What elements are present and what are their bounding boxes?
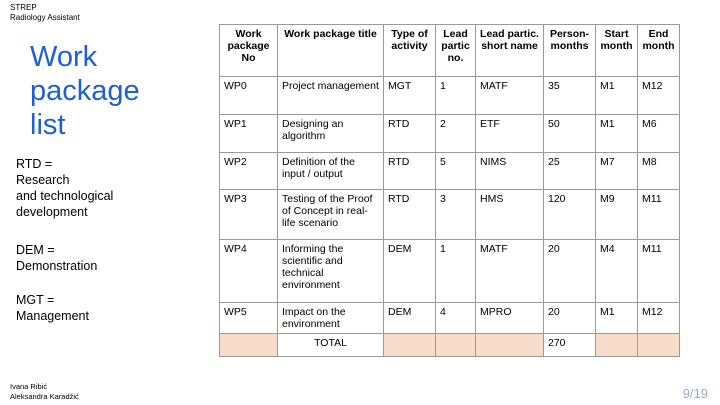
cell: M6	[637, 114, 680, 153]
cell: MGT	[383, 76, 436, 115]
table-row: WP3 Testing of the Proof of Concept in r…	[219, 189, 680, 240]
cell: DEM	[383, 239, 436, 303]
cell: ETF	[475, 114, 544, 153]
cell: M1	[595, 76, 638, 115]
table-row: WP4 Informing the scientific and technic…	[219, 239, 680, 303]
title-line-2: package	[30, 75, 140, 107]
note-line: Research	[16, 173, 70, 187]
total-empty-cell	[383, 333, 436, 357]
note-mgt: MGT = Management	[16, 292, 89, 324]
authors: Ivana Ribić Aleksandra Karadžić	[10, 382, 79, 402]
total-empty-cell	[475, 333, 544, 357]
table-row: WP1 Designing an algorithm RTD 2 ETF 50 …	[219, 114, 680, 153]
note-dem: DEM = Demonstration	[16, 242, 97, 274]
cell: Testing of the Proof of Concept in real-…	[277, 189, 384, 240]
cell: 3	[435, 189, 476, 240]
header-line-1: STREP	[10, 3, 37, 12]
cell: RTD	[383, 152, 436, 190]
cell: 1	[435, 76, 476, 115]
cell: 5	[435, 152, 476, 190]
cell: M7	[595, 152, 638, 190]
col-header-wp-no: Work package No	[219, 24, 278, 77]
cell: WP3	[219, 189, 278, 240]
cell: MPRO	[475, 302, 544, 334]
cell: M4	[595, 239, 638, 303]
author-2: Aleksandra Karadžić	[10, 392, 79, 401]
cell: Project management	[277, 76, 384, 115]
col-header-title: Work package title	[277, 24, 384, 77]
cell: Definition of the input / output	[277, 152, 384, 190]
note-rtd: RTD = Research and technological develop…	[16, 156, 113, 220]
note-line: MGT =	[16, 293, 55, 307]
cell: M11	[637, 189, 680, 240]
author-1: Ivana Ribić	[10, 382, 48, 391]
cell: WP2	[219, 152, 278, 190]
cell: 20	[543, 302, 596, 334]
cell: NIMS	[475, 152, 544, 190]
table-row: WP2 Definition of the input / output RTD…	[219, 152, 680, 190]
note-line: development	[16, 205, 88, 219]
cell: 50	[543, 114, 596, 153]
cell: RTD	[383, 189, 436, 240]
table-header-row: Work package No Work package title Type …	[219, 24, 680, 77]
cell: 120	[543, 189, 596, 240]
note-line: Management	[16, 309, 89, 323]
cell: 20	[543, 239, 596, 303]
cell: MATF	[475, 239, 544, 303]
cell: M8	[637, 152, 680, 190]
total-label: TOTAL	[277, 333, 384, 357]
total-value: 270	[543, 333, 596, 357]
total-empty-cell	[595, 333, 638, 357]
cell: MATF	[475, 76, 544, 115]
title-line-3: list	[30, 109, 66, 141]
cell: 1	[435, 239, 476, 303]
cell: M12	[637, 76, 680, 115]
page-title: Work package list	[30, 40, 140, 142]
work-package-table: Work package No Work package title Type …	[219, 24, 680, 357]
cell: HMS	[475, 189, 544, 240]
cell: 2	[435, 114, 476, 153]
page-number: 9/19	[682, 386, 708, 401]
table-row: WP5 Impact on the environment DEM 4 MPRO…	[219, 302, 680, 334]
total-row: TOTAL 270	[219, 333, 680, 357]
cell: Impact on the environment	[277, 302, 384, 334]
total-empty-cell	[435, 333, 476, 357]
cell: 4	[435, 302, 476, 334]
cell: WP5	[219, 302, 278, 334]
cell: RTD	[383, 114, 436, 153]
total-empty-cell	[219, 333, 278, 357]
note-line: DEM =	[16, 243, 55, 257]
col-header-end: End month	[637, 24, 680, 77]
cell: M9	[595, 189, 638, 240]
cell: M11	[637, 239, 680, 303]
title-line-1: Work	[30, 41, 98, 73]
col-header-start: Start month	[595, 24, 638, 77]
cell: M1	[595, 302, 638, 334]
col-header-lead-name: Lead partic. short name	[475, 24, 544, 77]
note-line: and technological	[16, 189, 114, 203]
note-line: RTD =	[16, 157, 53, 171]
cell: Designing an algorithm	[277, 114, 384, 153]
cell: DEM	[383, 302, 436, 334]
cell: WP1	[219, 114, 278, 153]
cell: M1	[595, 114, 638, 153]
cell: WP4	[219, 239, 278, 303]
note-line: Demonstration	[16, 259, 98, 273]
header: STREP Radiology Assistant	[10, 3, 80, 23]
header-line-2: Radiology Assistant	[10, 13, 80, 22]
col-header-person-months: Person-months	[543, 24, 596, 77]
col-header-type: Type of activity	[383, 24, 436, 77]
cell: WP0	[219, 76, 278, 115]
cell: Informing the scientific and technical e…	[277, 239, 384, 303]
table-row: WP0 Project management MGT 1 MATF 35 M1 …	[219, 76, 680, 115]
cell: 35	[543, 76, 596, 115]
cell: 25	[543, 152, 596, 190]
total-empty-cell	[637, 333, 680, 357]
cell: M12	[637, 302, 680, 334]
col-header-lead-no: Lead partic no.	[435, 24, 476, 77]
